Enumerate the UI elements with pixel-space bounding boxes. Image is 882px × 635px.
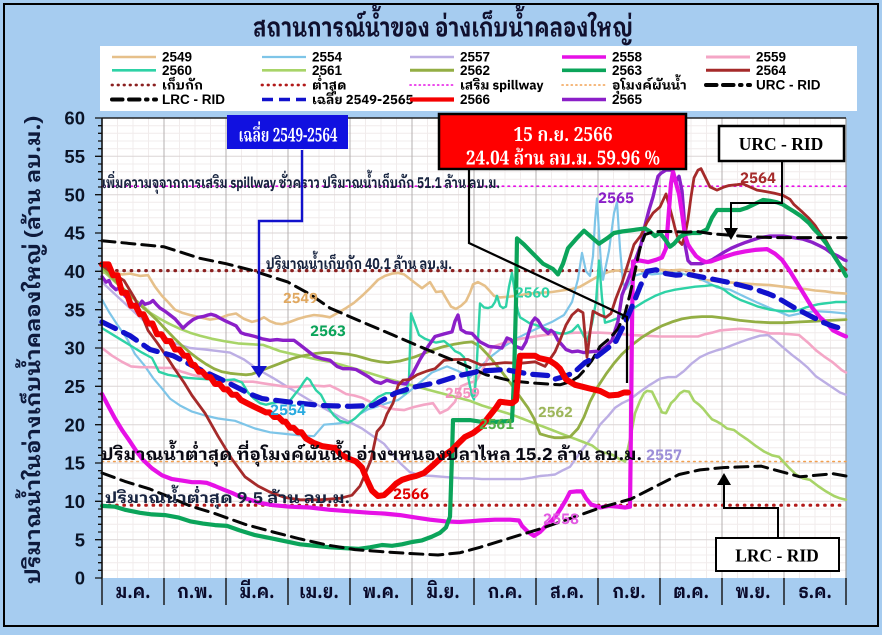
svg-text:2559: 2559 bbox=[756, 50, 786, 65]
svg-text:2562: 2562 bbox=[460, 63, 490, 78]
svg-text:2566: 2566 bbox=[460, 92, 491, 107]
svg-text:2560: 2560 bbox=[162, 63, 192, 78]
svg-text:5: 5 bbox=[75, 529, 85, 550]
svg-text:2554: 2554 bbox=[312, 50, 343, 65]
svg-text:50: 50 bbox=[64, 184, 85, 205]
svg-text:2557: 2557 bbox=[460, 50, 490, 65]
svg-text:60: 60 bbox=[64, 108, 85, 129]
svg-text:LRC - RID: LRC - RID bbox=[162, 92, 225, 107]
svg-text:2563: 2563 bbox=[612, 63, 643, 78]
svg-text:20: 20 bbox=[64, 414, 85, 435]
svg-text:URC - RID: URC - RID bbox=[756, 78, 821, 93]
svg-text:2565: 2565 bbox=[612, 92, 643, 107]
svg-text:40: 40 bbox=[64, 261, 85, 282]
svg-text:35: 35 bbox=[64, 299, 85, 320]
svg-text:25: 25 bbox=[64, 376, 85, 397]
svg-text:LRC - RID: LRC - RID bbox=[735, 546, 819, 566]
svg-text:15: 15 bbox=[64, 453, 85, 474]
svg-text:URC - RID: URC - RID bbox=[739, 134, 824, 154]
svg-text:45: 45 bbox=[64, 223, 85, 244]
svg-text:10: 10 bbox=[64, 491, 85, 512]
svg-text:2549: 2549 bbox=[162, 50, 192, 65]
svg-text:2558: 2558 bbox=[612, 50, 643, 65]
svg-text:55: 55 bbox=[64, 146, 85, 167]
svg-text:2564: 2564 bbox=[756, 63, 787, 78]
svg-text:2561: 2561 bbox=[312, 63, 343, 78]
svg-text:0: 0 bbox=[75, 568, 85, 589]
svg-text:30: 30 bbox=[64, 338, 85, 359]
